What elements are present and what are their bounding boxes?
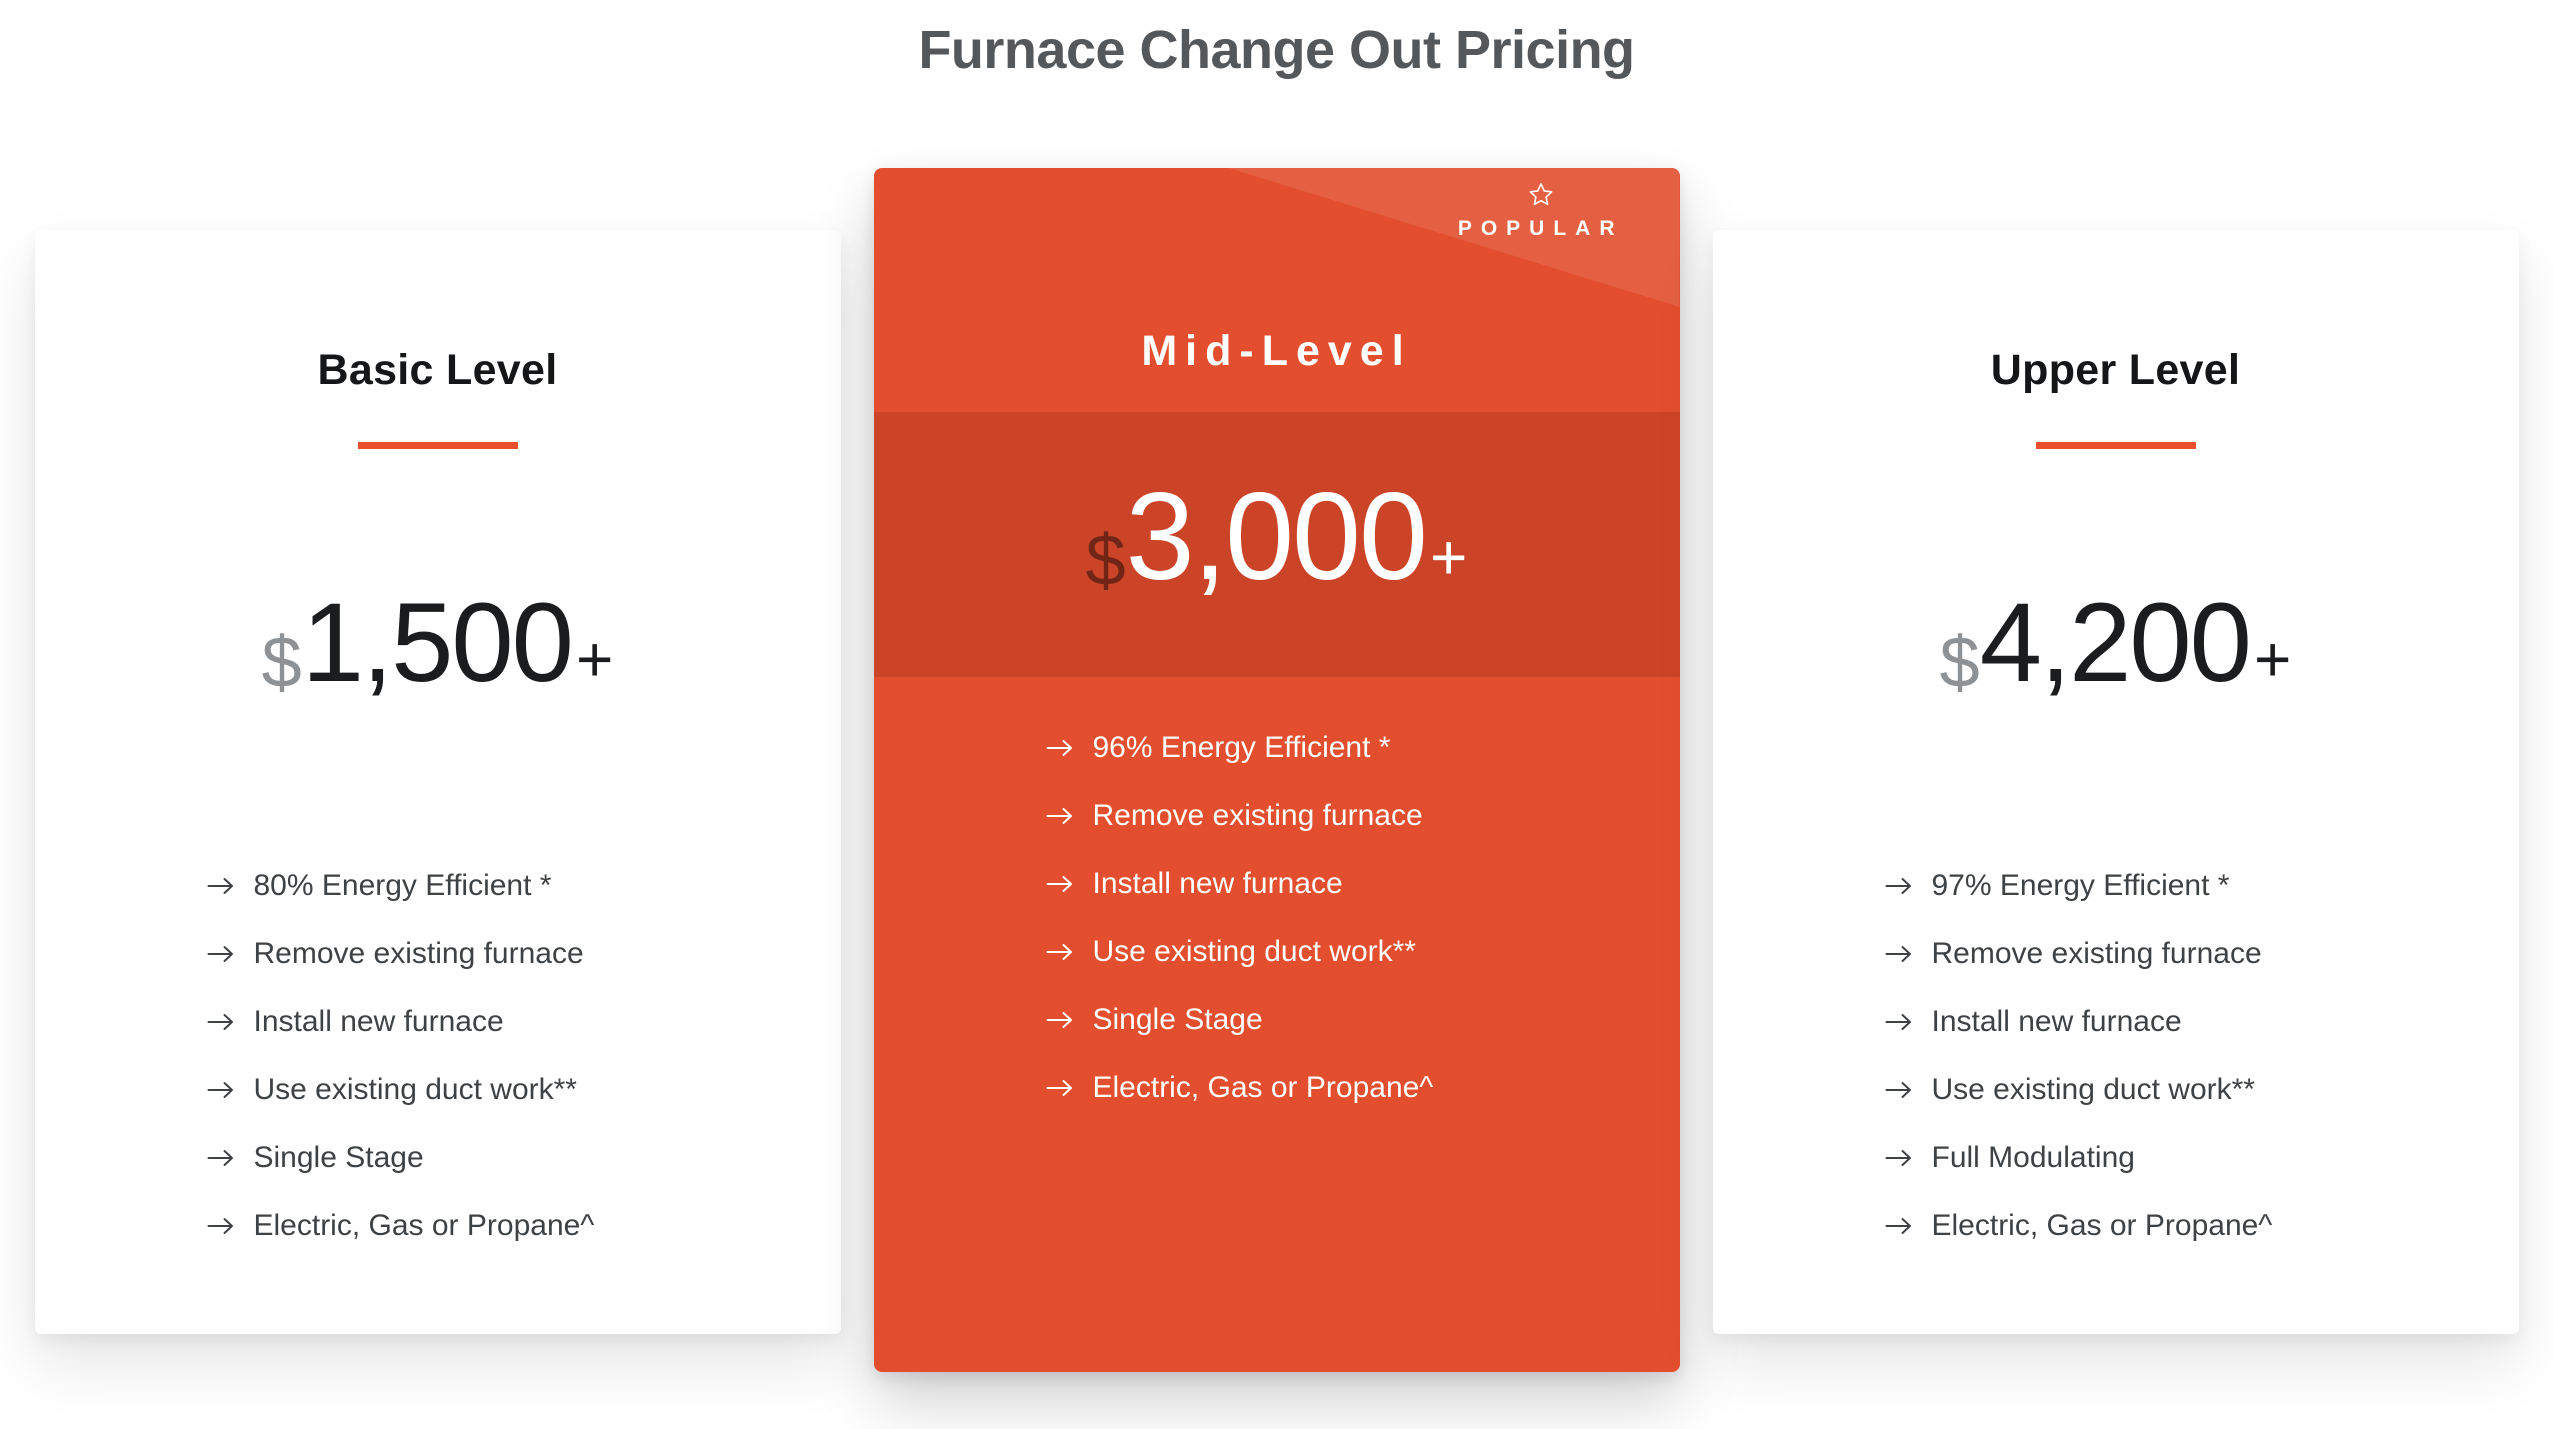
feature-label: Remove existing furnace: [1092, 798, 1423, 832]
popular-badge-label: POPULAR: [1457, 216, 1624, 240]
price-band: $3,000 +: [873, 411, 1680, 677]
feature-label: Install new furnace: [253, 1004, 504, 1038]
currency-symbol: $: [1939, 622, 1980, 703]
feature-row: Install new furnace: [1885, 1004, 2519, 1040]
plan-price: $1,500 +: [261, 579, 614, 705]
feature-row: Single Stage: [1046, 1002, 1680, 1038]
feature-label: Install new furnace: [1931, 1004, 2182, 1038]
feature-label: Electric, Gas or Propane^: [1092, 1070, 1434, 1104]
arrow-right-icon: [1046, 807, 1072, 824]
feature-label: Single Stage: [1092, 1002, 1263, 1036]
arrow-right-icon: [1046, 739, 1072, 756]
feature-row: Electric, Gas or Propane^: [1885, 1208, 2519, 1244]
feature-label: Use existing duct work**: [253, 1072, 577, 1106]
feature-row: Full Modulating: [1885, 1140, 2519, 1176]
price-plus: +: [1429, 521, 1468, 594]
arrow-right-icon: [207, 1149, 233, 1166]
price-amount: 1,500: [301, 579, 574, 705]
feature-label: Install new furnace: [1092, 866, 1343, 900]
pricing-cards: Basic Level $1,500 + 80% Energy Efficient…: [0, 167, 2553, 1372]
arrow-right-icon: [207, 877, 233, 894]
mid-card-header: POPULAR Mid-Level: [874, 167, 1680, 412]
arrow-right-icon: [1885, 1149, 1911, 1166]
price-plus: +: [2253, 622, 2292, 695]
feature-row: Remove existing furnace: [1885, 936, 2519, 972]
accent-underline: [2035, 441, 2196, 449]
currency-symbol: $: [261, 622, 302, 703]
arrow-right-icon: [1046, 943, 1072, 960]
feature-label: 80% Energy Efficient *: [253, 868, 552, 902]
price-amount: 3,000: [1125, 468, 1428, 607]
feature-row: Install new furnace: [1046, 866, 1680, 902]
accent-underline: [357, 441, 518, 449]
feature-row: 97% Energy Efficient *: [1885, 868, 2519, 904]
feature-row: Use existing duct work**: [1046, 934, 1680, 970]
feature-label: Remove existing furnace: [253, 936, 584, 970]
arrow-right-icon: [1885, 877, 1911, 894]
arrow-right-icon: [207, 1217, 233, 1234]
price-plus: +: [575, 622, 614, 695]
page-title: Furnace Change Out Pricing: [918, 20, 1635, 80]
feature-row: Remove existing furnace: [207, 936, 841, 972]
feature-label: Use existing duct work**: [1931, 1072, 2255, 1106]
plan-name: Basic Level: [317, 345, 558, 394]
feature-row: Install new furnace: [207, 1004, 841, 1040]
arrow-right-icon: [207, 1081, 233, 1098]
popular-badge: POPULAR: [1458, 181, 1624, 241]
plan-price: $3,000 +: [1086, 475, 1468, 599]
pricing-page: Furnace Change Out Pricing Basic Level $…: [0, 18, 2553, 1429]
plan-price: $4,200 +: [1939, 579, 2292, 705]
feature-row: Electric, Gas or Propane^: [207, 1208, 841, 1244]
arrow-right-icon: [1046, 1011, 1072, 1028]
feature-label: Use existing duct work**: [1092, 934, 1416, 968]
feature-row: Use existing duct work**: [207, 1072, 841, 1108]
feature-list: 80% Energy Efficient * Remove existing f…: [35, 868, 841, 1276]
feature-row: 80% Energy Efficient *: [207, 868, 841, 904]
feature-label: Remove existing furnace: [1931, 936, 2262, 970]
arrow-right-icon: [1046, 875, 1072, 892]
feature-label: Electric, Gas or Propane^: [1931, 1208, 2273, 1242]
feature-row: Use existing duct work**: [1885, 1072, 2519, 1108]
currency-symbol: $: [1085, 521, 1126, 602]
plan-name: Upper Level: [1990, 345, 2241, 394]
price-amount: 4,200: [1979, 579, 2252, 705]
arrow-right-icon: [1885, 1013, 1911, 1030]
arrow-right-icon: [1885, 1217, 1911, 1234]
feature-label: Electric, Gas or Propane^: [253, 1208, 595, 1242]
arrow-right-icon: [1885, 945, 1911, 962]
arrow-right-icon: [207, 945, 233, 962]
feature-label: Full Modulating: [1931, 1140, 2135, 1174]
plan-name: Mid-Level: [1141, 326, 1412, 375]
pricing-card-mid: POPULAR Mid-Level $3,000 + 96% Energy Eff…: [873, 167, 1680, 1372]
feature-row: Electric, Gas or Propane^: [1046, 1070, 1680, 1106]
feature-label: Single Stage: [253, 1140, 424, 1174]
pricing-card-upper: Upper Level $4,200 + 97% Energy Efficient…: [1712, 229, 2519, 1334]
arrow-right-icon: [207, 1013, 233, 1030]
feature-row: Remove existing furnace: [1046, 798, 1680, 834]
feature-label: 96% Energy Efficient *: [1092, 730, 1391, 764]
feature-label: 97% Energy Efficient *: [1931, 868, 2230, 902]
feature-row: 96% Energy Efficient *: [1046, 730, 1680, 766]
feature-row: Single Stage: [207, 1140, 841, 1176]
arrow-right-icon: [1046, 1079, 1072, 1096]
pricing-card-basic: Basic Level $1,500 + 80% Energy Efficient…: [34, 229, 841, 1334]
feature-list: 96% Energy Efficient * Remove existing f…: [874, 730, 1680, 1138]
feature-list: 97% Energy Efficient * Remove existing f…: [1713, 868, 2519, 1276]
star-icon: [1529, 183, 1553, 205]
arrow-right-icon: [1885, 1081, 1911, 1098]
